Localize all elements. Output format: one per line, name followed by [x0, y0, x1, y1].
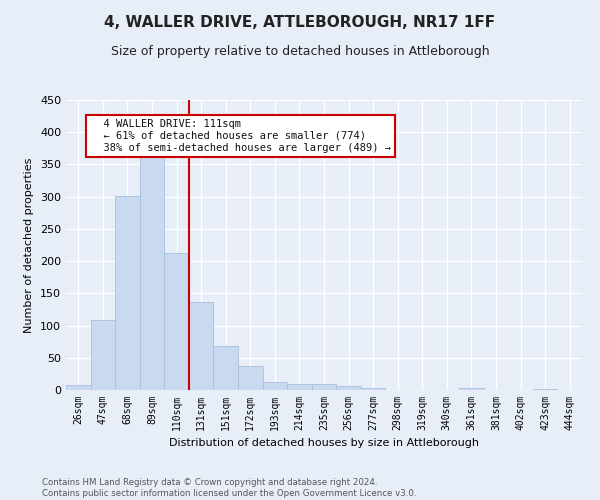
- Bar: [140, 156, 164, 390]
- Bar: [214, 346, 238, 390]
- Bar: [189, 302, 214, 390]
- X-axis label: Distribution of detached houses by size in Attleborough: Distribution of detached houses by size …: [169, 438, 479, 448]
- Bar: [312, 384, 336, 390]
- Bar: [361, 388, 385, 390]
- Bar: [66, 386, 91, 390]
- Bar: [459, 388, 484, 390]
- Text: 4, WALLER DRIVE, ATTLEBOROUGH, NR17 1FF: 4, WALLER DRIVE, ATTLEBOROUGH, NR17 1FF: [104, 15, 496, 30]
- Bar: [336, 386, 361, 390]
- Text: 4 WALLER DRIVE: 111sqm
  ← 61% of detached houses are smaller (774)
  38% of sem: 4 WALLER DRIVE: 111sqm ← 61% of detached…: [91, 120, 391, 152]
- Text: Size of property relative to detached houses in Attleborough: Size of property relative to detached ho…: [110, 45, 490, 58]
- Bar: [533, 388, 557, 390]
- Bar: [238, 366, 263, 390]
- Y-axis label: Number of detached properties: Number of detached properties: [25, 158, 34, 332]
- Bar: [287, 384, 312, 390]
- Bar: [91, 320, 115, 390]
- Text: Contains HM Land Registry data © Crown copyright and database right 2024.
Contai: Contains HM Land Registry data © Crown c…: [42, 478, 416, 498]
- Bar: [263, 382, 287, 390]
- Bar: [115, 196, 140, 390]
- Bar: [164, 252, 189, 390]
